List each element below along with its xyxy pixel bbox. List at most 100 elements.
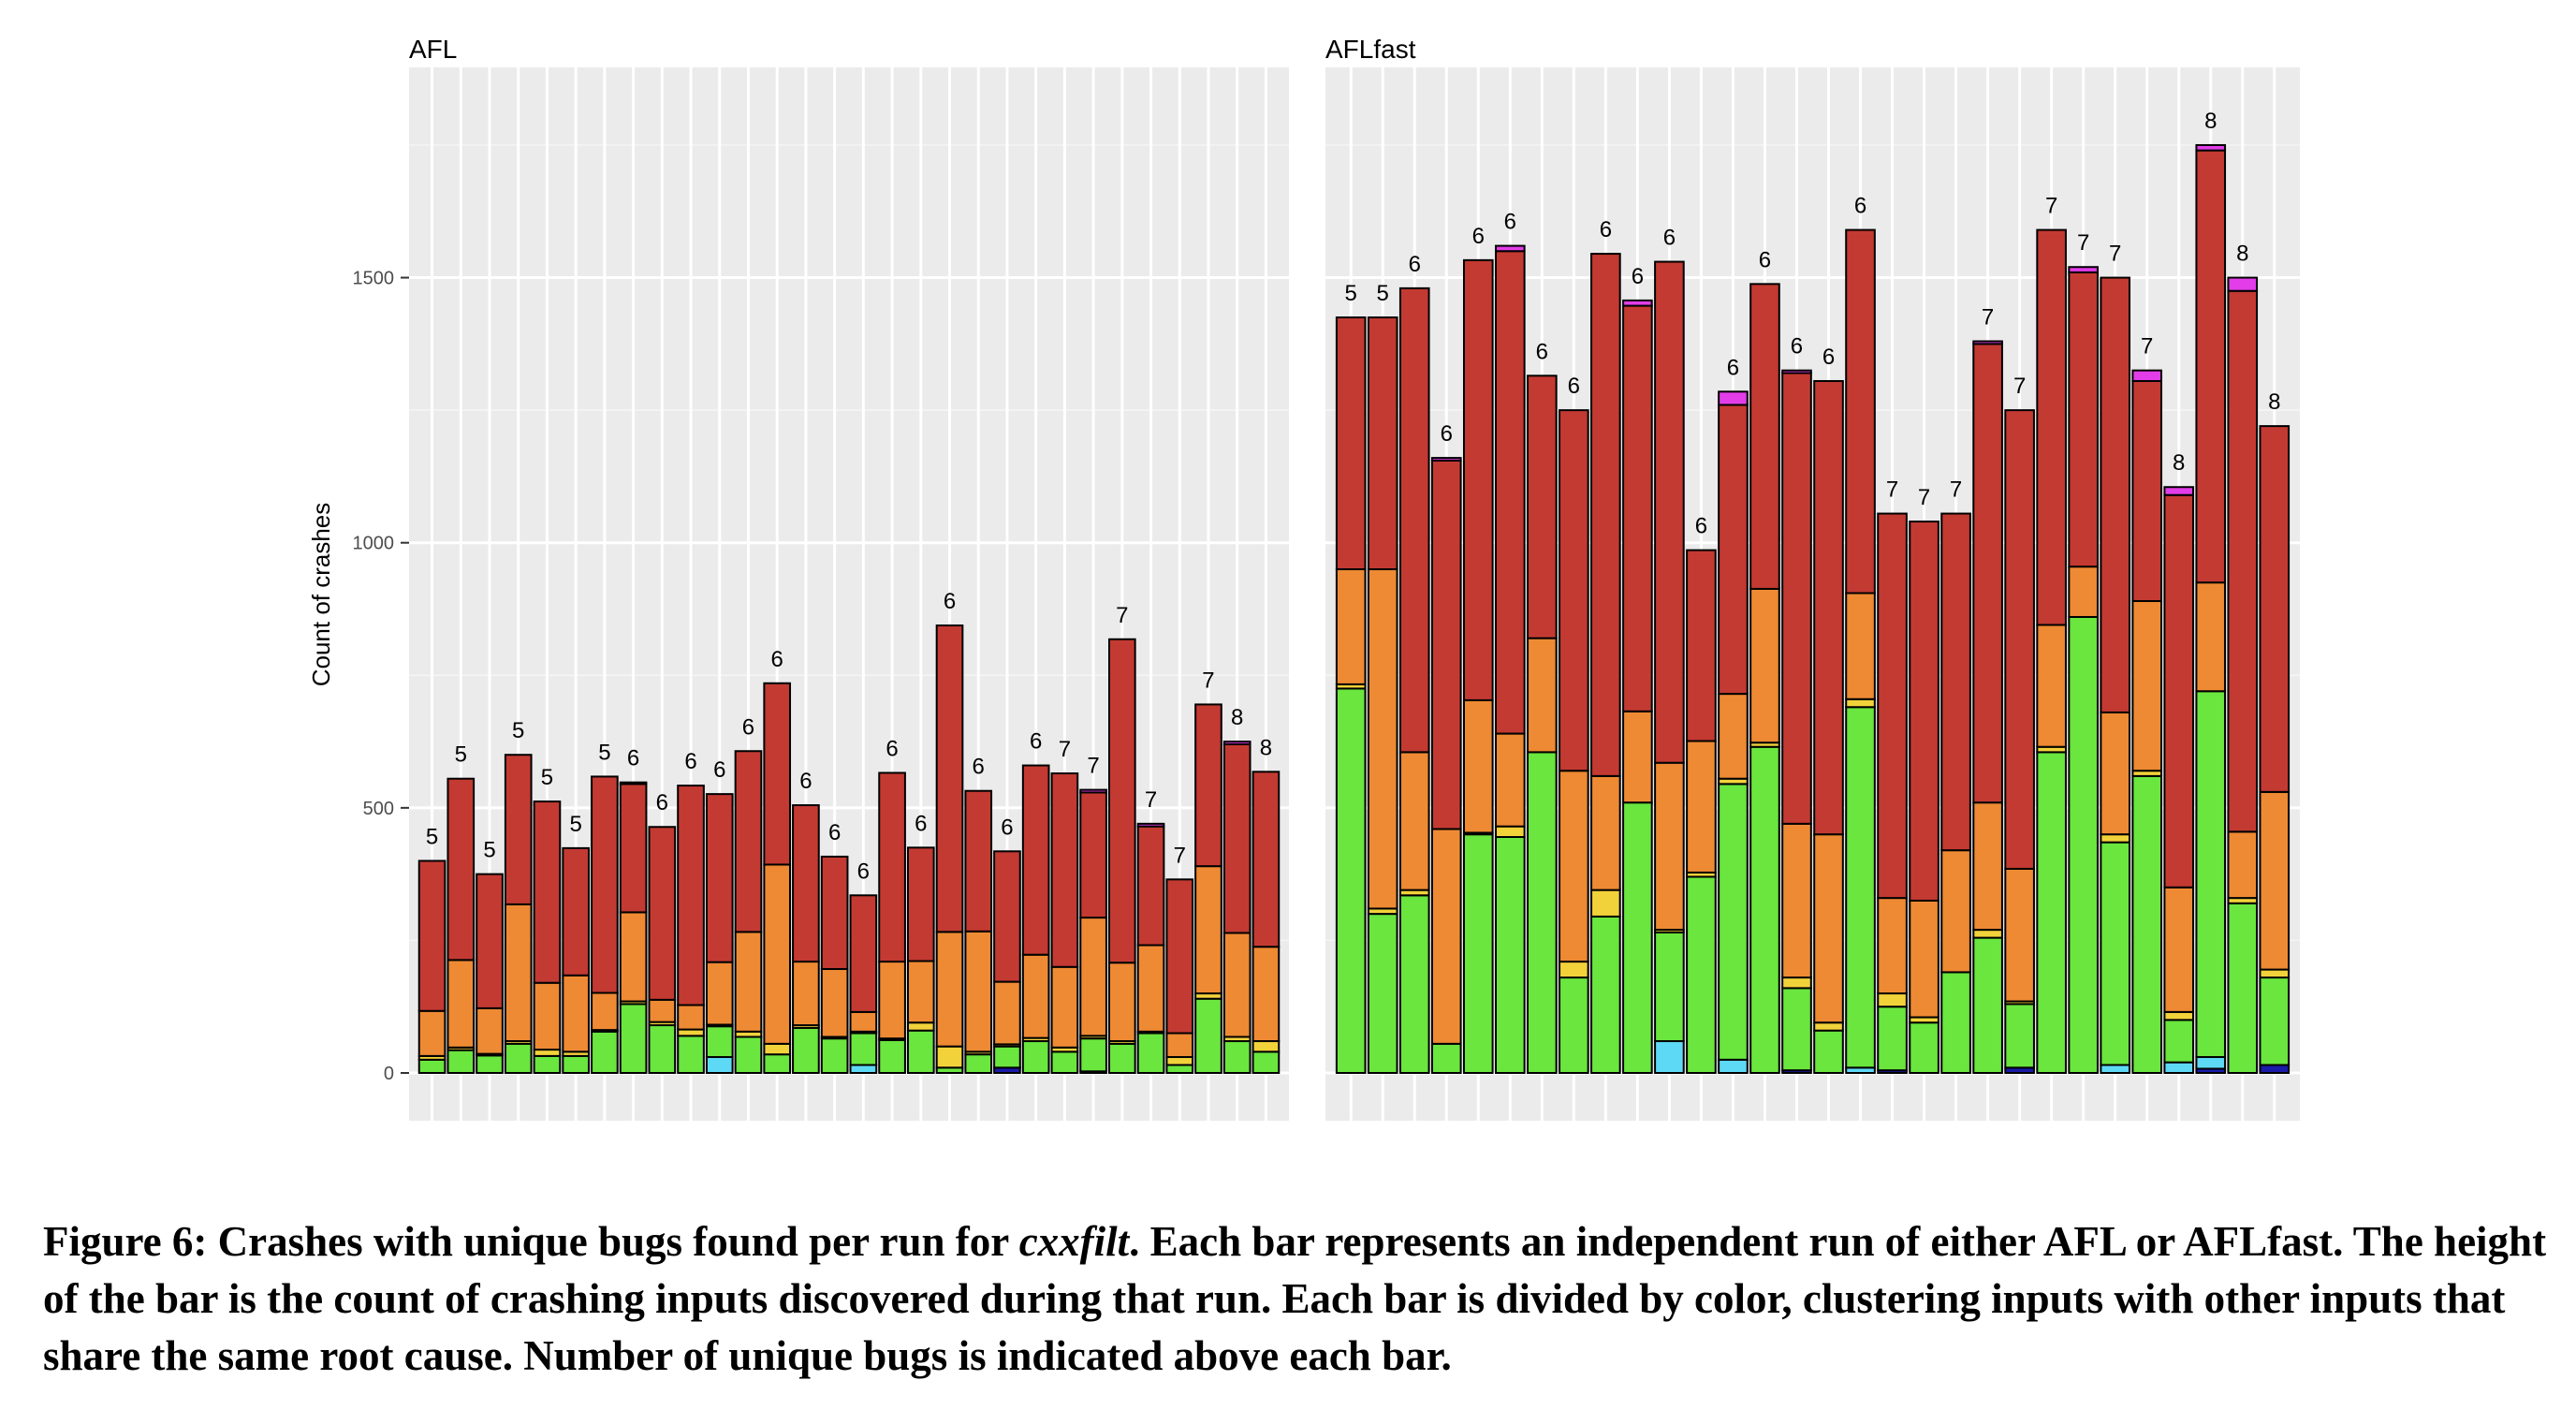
bar-segment [1398, 286, 1430, 754]
bar-segment [677, 785, 705, 1006]
bar-segment [1398, 894, 1430, 1074]
bar-segment [1527, 637, 1558, 754]
bar-run: 6 [1527, 339, 1558, 1074]
bar-segment [1877, 512, 1908, 900]
bar-segment [1590, 774, 1621, 891]
bar-segment [1590, 253, 1621, 777]
bar-segment [1079, 791, 1107, 919]
bar-segment [1527, 751, 1558, 1074]
bar-run: 7 [1194, 668, 1222, 1075]
panel-aflfast-title: AFLfast [1325, 35, 1416, 64]
bar-bug-count-label: 7 [1087, 754, 1099, 779]
bar-segment [1622, 710, 1653, 804]
bar-bug-count-label: 6 [1791, 334, 1803, 360]
bar-segment [591, 1030, 619, 1075]
bar-segment [1136, 1032, 1165, 1074]
bar-segment [705, 961, 734, 1026]
bar-segment [1194, 865, 1222, 995]
bar-run: 8 [2259, 389, 2291, 1074]
bar-bug-count-label: 7 [1982, 305, 1994, 330]
bar-run: 8 [1251, 735, 1281, 1075]
y-tick-label: 0 [384, 1064, 394, 1084]
bar-segment [2195, 149, 2227, 584]
bar-run: 6 [1622, 264, 1653, 1074]
bar-run: 6 [792, 769, 820, 1075]
bar-segment [2163, 1061, 2195, 1074]
bar-bug-count-label: 8 [1231, 705, 1243, 730]
bar-run: 7 [2100, 242, 2130, 1074]
bar-segment [476, 873, 504, 1009]
bar-segment [1194, 703, 1222, 868]
bar-run: 5 [504, 718, 533, 1075]
bar-segment [591, 775, 619, 994]
bar-segment [878, 1038, 906, 1075]
bar-segment [562, 846, 590, 977]
bar-segment [1654, 1040, 1685, 1074]
bar-segment [1718, 404, 1749, 696]
bar-segment [1813, 833, 1844, 1024]
bar-bug-count-label: 5 [483, 838, 495, 863]
bar-segment [1222, 1040, 1251, 1074]
bar-segment [2068, 271, 2099, 568]
bar-segment [1079, 788, 1107, 794]
bar-segment [705, 1056, 734, 1074]
bar-segment [1972, 340, 2003, 345]
bar-segment [906, 1029, 935, 1075]
bar-bug-count-label: 6 [1030, 729, 1042, 755]
bar-segment [677, 1035, 705, 1075]
bar-run: 6 [1686, 514, 1717, 1074]
bar-segment [2004, 409, 2035, 870]
bar-bug-count-label: 6 [1632, 264, 1644, 289]
bar-segment [1813, 1029, 1844, 1075]
bar-run: 6 [619, 746, 648, 1074]
bar-segment [1495, 250, 1526, 735]
bar-segment [1021, 764, 1050, 956]
bar-run: 6 [1462, 224, 1494, 1074]
bar-run: 6 [677, 749, 705, 1075]
bar-run: 7 [1079, 754, 1107, 1075]
bar-segment [763, 1053, 792, 1074]
bar-segment [1335, 687, 1367, 1074]
bar-segment [1079, 917, 1107, 1037]
bar-run: 6 [1718, 355, 1749, 1075]
bar-bug-count-label: 6 [742, 714, 754, 740]
bar-segment [1462, 833, 1494, 1074]
bar-segment [1654, 761, 1685, 932]
bar-segment [1940, 849, 1971, 974]
bar-segment [1495, 825, 1526, 838]
bar-segment [1718, 783, 1749, 1061]
bar-segment [1165, 878, 1194, 1035]
bar-segment [533, 800, 562, 984]
bar-segment [1877, 897, 1908, 995]
bar-segment [504, 903, 533, 1043]
bar-run: 7 [1136, 787, 1165, 1074]
bar-segment [2227, 902, 2259, 1074]
bar-segment [619, 781, 648, 786]
bar-segment [1079, 1037, 1107, 1073]
bar-run: 6 [763, 647, 792, 1074]
bar-run: 6 [1781, 334, 1812, 1074]
bar-segment [993, 850, 1021, 983]
bar-run: 8 [2227, 242, 2259, 1074]
bar-segment [734, 931, 763, 1033]
bar-segment [2004, 1003, 2035, 1069]
bar-segment [2163, 493, 2195, 889]
bar-segment [1251, 771, 1281, 948]
bar-segment [2163, 1019, 2195, 1064]
bar-segment [1781, 977, 1812, 990]
bar-segment [1718, 390, 1749, 406]
bar-segment [1622, 801, 1653, 1074]
bar-run: 5 [533, 765, 562, 1075]
bar-segment [2068, 266, 2099, 273]
bar-run: 6 [993, 815, 1021, 1075]
bar-segment [1222, 741, 1251, 745]
y-tick-label: 500 [363, 799, 394, 819]
bar-bug-count-label: 7 [2045, 194, 2057, 219]
bar-segment [1781, 987, 1812, 1072]
bar-run: 7 [2036, 194, 2067, 1074]
bar-bug-count-label: 7 [2109, 242, 2121, 267]
bar-segment [2100, 841, 2130, 1066]
bar-segment [476, 1054, 504, 1075]
bar-run: 7 [1940, 477, 1971, 1074]
